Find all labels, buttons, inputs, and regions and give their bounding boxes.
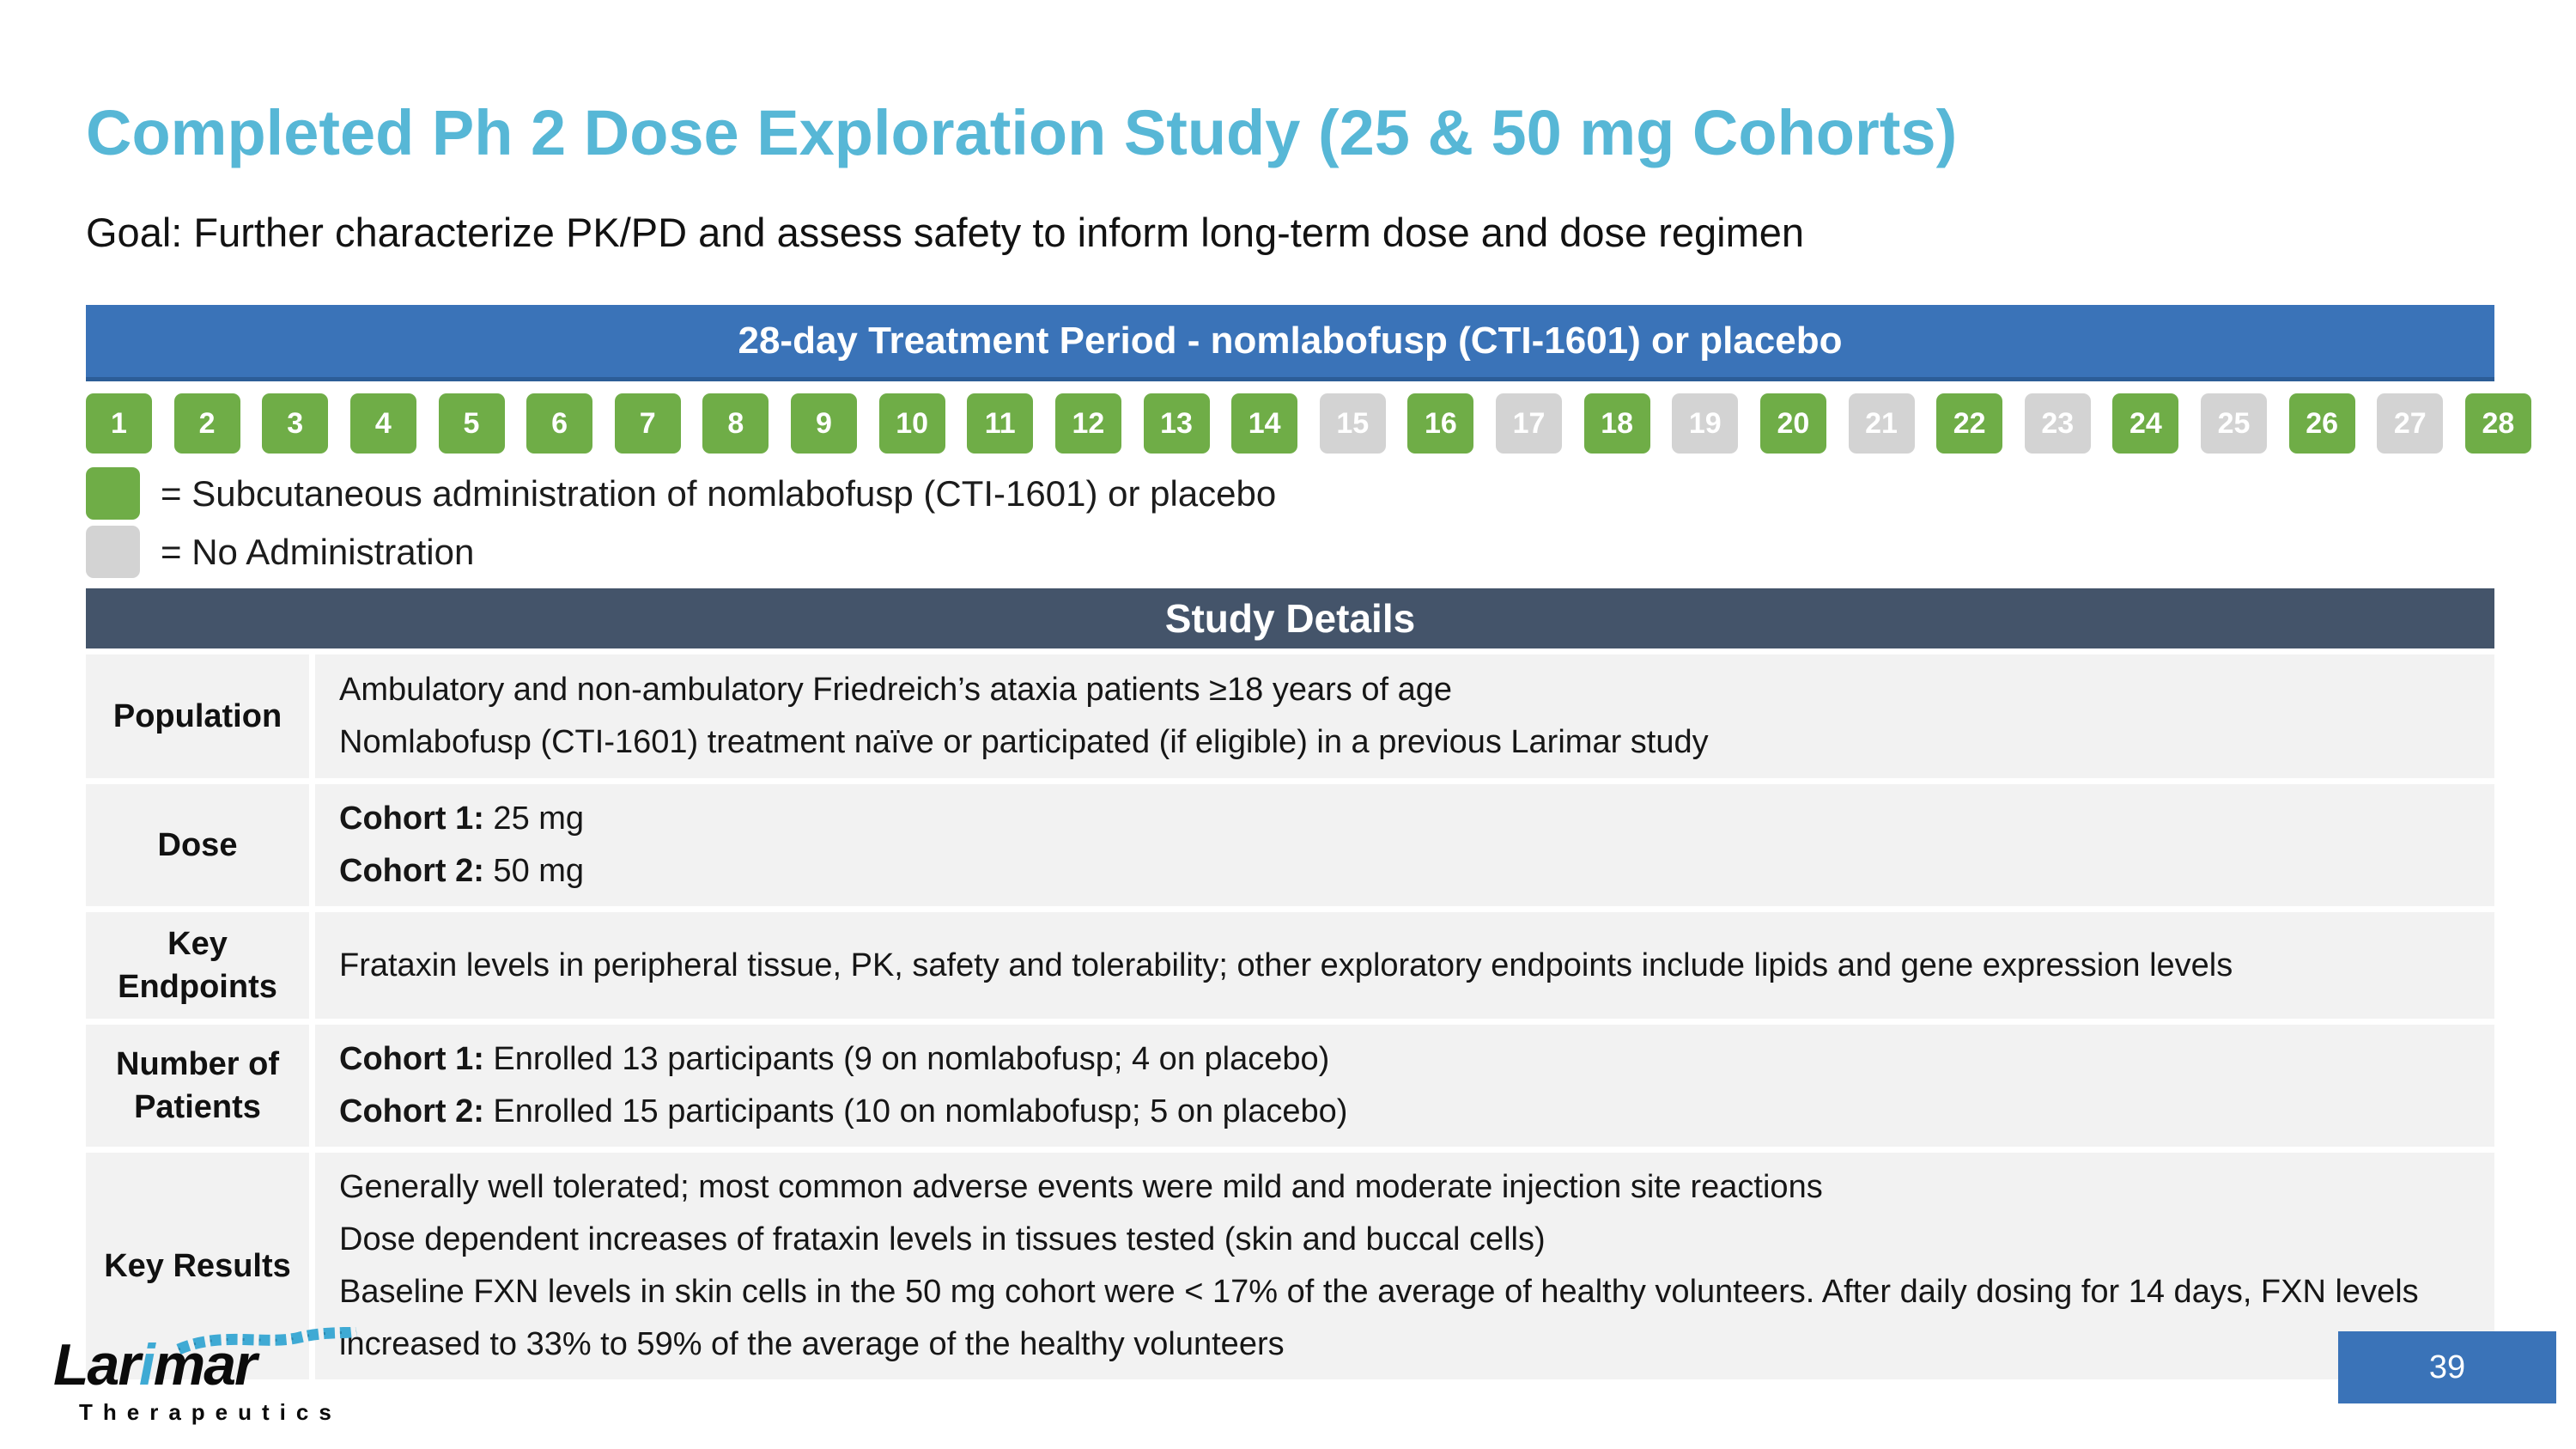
legend-label: = No Administration — [161, 531, 475, 572]
day-8-dose: 8 — [702, 393, 769, 454]
day-28-dose: 28 — [2464, 393, 2531, 454]
day-6-dose: 6 — [526, 393, 593, 454]
day-18-dose: 18 — [1583, 393, 1650, 454]
legend-label: = Subcutaneous administration of nomlabo… — [161, 472, 1277, 514]
day-19-no-admin: 19 — [1672, 393, 1739, 454]
day-9-dose: 9 — [791, 393, 857, 454]
row-label-dose: Dose — [86, 784, 309, 906]
content-line-strong: Cohort 1: — [339, 801, 484, 837]
no-admin-swatch-icon — [86, 526, 140, 578]
row-label-key-endpoints: Key Endpoints — [86, 912, 309, 1019]
table-row-key-results: Key Results Generally well tolerated; mos… — [86, 1153, 2494, 1379]
page-number-box: 39 — [2338, 1331, 2556, 1403]
content-line-strong: Cohort 2: — [339, 853, 484, 889]
study-details-header-label: Study Details — [1164, 596, 1416, 641]
table-row-number-of-patients: Number of Patients Cohort 1: Enrolled 13 … — [86, 1025, 2494, 1147]
day-11-dose: 11 — [967, 393, 1034, 454]
content-line: Dose dependent increases of frataxin lev… — [339, 1221, 1546, 1257]
row-content-key-endpoints: Frataxin levels in peripheral tissue, PK… — [315, 912, 2494, 1019]
content-line: Baseline FXN levels in skin cells in the… — [339, 1274, 2419, 1362]
day-20-dose: 20 — [1759, 393, 1826, 454]
row-label-population: Population — [86, 654, 309, 778]
day-14-dose: 14 — [1231, 393, 1298, 454]
treatment-period-banner-label: 28-day Treatment Period - nomlabofusp (C… — [738, 320, 1843, 362]
logo-tagline: Therapeutics — [79, 1399, 342, 1425]
content-line: Frataxin levels in peripheral tissue, PK… — [339, 947, 2233, 983]
day-17-no-admin: 17 — [1496, 393, 1562, 454]
day-23-no-admin: 23 — [2024, 393, 2091, 454]
day-1-dose: 1 — [86, 393, 152, 454]
day-squares: 1 2 3 4 5 6 7 8 9 10 11 12 13 14 15 16 17 18 19 20 21 22 23 24 2… — [86, 393, 2531, 454]
day-4-dose: 4 — [349, 393, 416, 454]
content-line: Cohort 1: Enrolled 13 participants (9 on… — [339, 1041, 1330, 1077]
day-26-dose: 26 — [2288, 393, 2355, 454]
day-7-dose: 7 — [614, 393, 681, 454]
day-21-no-admin: 21 — [1848, 393, 1915, 454]
content-line: Nomlabofusp (CTI-1601) treatment naïve o… — [339, 724, 1709, 760]
day-24-dose: 24 — [2112, 393, 2179, 454]
day-25-no-admin: 25 — [2201, 393, 2267, 454]
logo-blue-i: i — [138, 1332, 155, 1397]
study-details-header: Study Details — [86, 588, 2494, 648]
row-content-population: Ambulatory and non-ambulatory Friedreich… — [315, 654, 2494, 778]
content-line: Cohort 2: Enrolled 15 participants (10 o… — [339, 1093, 1348, 1129]
day-15-no-admin: 15 — [1319, 393, 1386, 454]
day-16-dose: 16 — [1407, 393, 1474, 454]
content-line: Cohort 2: 50 mg — [339, 853, 585, 889]
content-line-strong: Cohort 2: — [339, 1093, 484, 1129]
day-3-dose: 3 — [262, 393, 329, 454]
larimar-logo: Larimar Therapeutics — [53, 1327, 362, 1426]
row-content-dose: Cohort 1: 25 mg Cohort 2: 50 mg — [315, 784, 2494, 906]
content-line-strong: Cohort 1: — [339, 1041, 484, 1077]
day-5-dose: 5 — [438, 393, 505, 454]
logo-wordmark: Larimar — [53, 1336, 362, 1394]
content-line: Generally well tolerated; most common ad… — [339, 1169, 1823, 1205]
day-12-dose: 12 — [1054, 393, 1121, 454]
day-27-no-admin: 27 — [2377, 393, 2444, 454]
day-22-dose: 22 — [1936, 393, 2003, 454]
table-row-dose: Dose Cohort 1: 25 mg Cohort 2: 50 mg — [86, 784, 2494, 906]
row-content-key-results: Generally well tolerated; most common ad… — [315, 1153, 2494, 1379]
day-13-dose: 13 — [1143, 393, 1210, 454]
row-label-number-of-patients: Number of Patients — [86, 1025, 309, 1147]
day-2-dose: 2 — [173, 393, 240, 454]
row-content-number-of-patients: Cohort 1: Enrolled 13 participants (9 on… — [315, 1025, 2494, 1147]
content-line: Ambulatory and non-ambulatory Friedreich… — [339, 672, 1452, 708]
legend-item: = Subcutaneous administration of nomlabo… — [86, 466, 1276, 521]
treatment-period-banner: 28-day Treatment Period - nomlabofusp (C… — [86, 305, 2494, 381]
table-row-key-endpoints: Key Endpoints Frataxin levels in peripher… — [86, 912, 2494, 1019]
study-details-table: Population Ambulatory and non-ambulatory … — [86, 654, 2494, 1379]
legend-item: = No Administration — [86, 525, 1276, 579]
goal-subtitle: Goal: Further characterize PK/PD and ass… — [86, 210, 1805, 255]
legend: = Subcutaneous administration of nomlabo… — [86, 466, 1276, 579]
page-number: 39 — [2428, 1349, 2466, 1385]
content-line: Cohort 1: 25 mg — [339, 801, 585, 837]
dose-swatch-icon — [86, 467, 140, 520]
table-row-population: Population Ambulatory and non-ambulatory … — [86, 654, 2494, 778]
page-title: Completed Ph 2 Dose Exploration Study (2… — [86, 97, 1958, 168]
logo-text-prefix: Lar — [53, 1332, 141, 1397]
helix-logo-icon — [176, 1327, 358, 1355]
logo-text-suffix: mar — [153, 1332, 258, 1397]
day-10-dose: 10 — [878, 393, 945, 454]
